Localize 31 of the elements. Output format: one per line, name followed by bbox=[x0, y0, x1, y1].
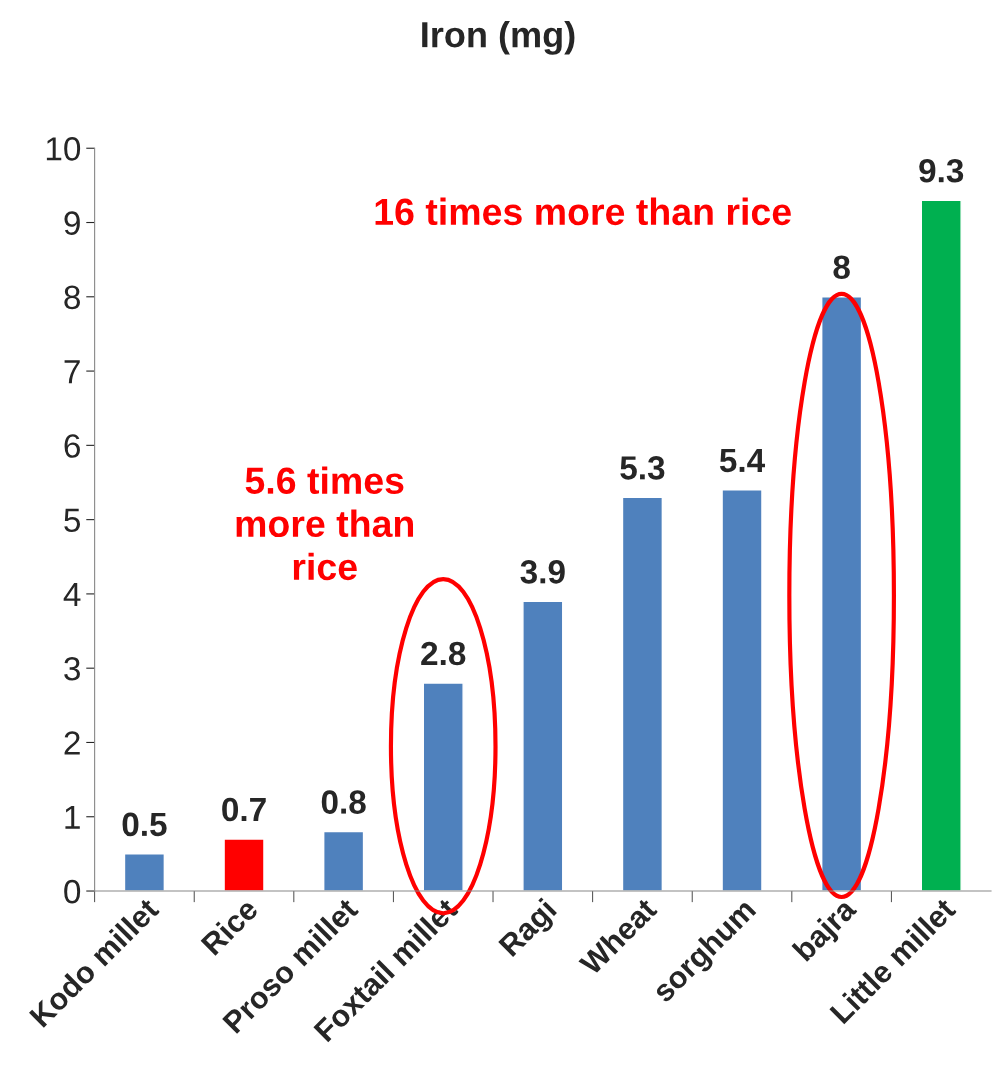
data-label: 3.9 bbox=[520, 560, 565, 584]
data-label: 5.3 bbox=[620, 456, 665, 480]
annotation: 5.6 times more than rice bbox=[236, 466, 414, 581]
y-tick-label: 7 bbox=[64, 360, 80, 384]
y-tick-label: 4 bbox=[63, 583, 81, 606]
annotation: 16 times more than rice bbox=[375, 197, 791, 226]
data-label: 8 bbox=[833, 255, 850, 280]
y-tick-label: 0 bbox=[64, 879, 81, 904]
bar bbox=[721, 489, 763, 892]
y-tick-label: 6 bbox=[64, 434, 80, 458]
y-tick-label: 9 bbox=[64, 211, 80, 235]
bar bbox=[522, 600, 564, 892]
bar bbox=[422, 682, 464, 892]
data-label: 5.4 bbox=[719, 448, 766, 473]
y-tick-label: 1 bbox=[65, 805, 80, 829]
bar bbox=[223, 838, 265, 892]
y-tick-label: 5 bbox=[64, 508, 81, 533]
y-tick-label: 10 bbox=[46, 137, 81, 161]
y-tick-label: 2 bbox=[64, 731, 80, 755]
bar bbox=[621, 496, 664, 892]
chart-title: Iron (mg) bbox=[422, 20, 575, 55]
data-label: 0.8 bbox=[321, 790, 366, 814]
bar bbox=[123, 853, 166, 892]
y-tick-label: 3 bbox=[64, 656, 80, 681]
data-label: 0.7 bbox=[222, 797, 266, 822]
data-label: 0.5 bbox=[122, 812, 167, 837]
bar bbox=[920, 199, 962, 892]
y-tick-label: 8 bbox=[64, 285, 80, 310]
data-label: 2.8 bbox=[421, 641, 466, 666]
data-label: 9.3 bbox=[919, 158, 964, 183]
bar bbox=[323, 830, 365, 892]
